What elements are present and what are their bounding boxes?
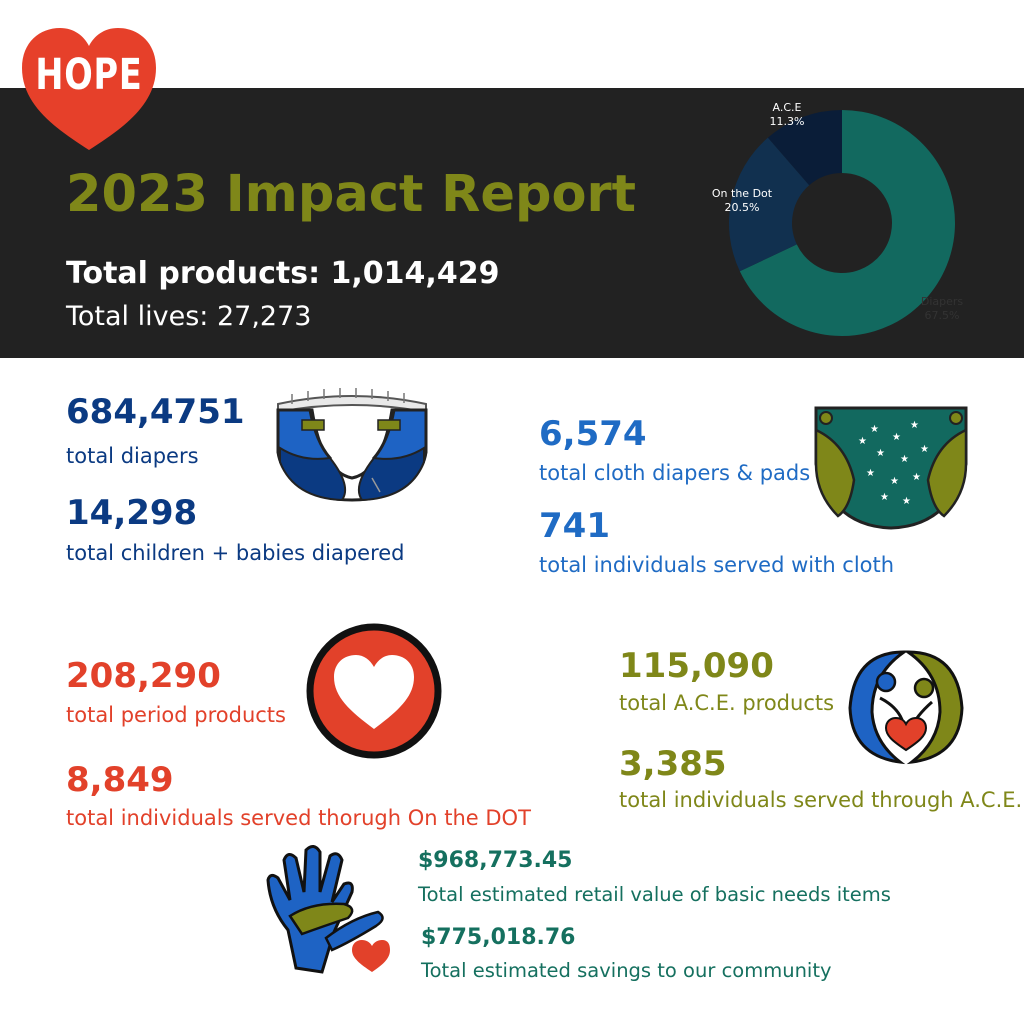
family-embrace-icon [848,650,964,765]
donut-label-value: 11.3% [770,115,805,128]
svg-text:★: ★ [902,496,911,507]
report-title: 2023 Impact Report [66,165,637,224]
svg-text:★: ★ [920,444,929,455]
period-number: 208,290 [66,656,221,696]
cloth-label: total cloth diapers & pads [539,461,811,485]
diapers-label: total diapers [66,444,199,468]
donut-slice-diapers [739,110,955,336]
ace-number: 115,090 [619,646,774,686]
svg-text:★: ★ [890,476,899,487]
total-lives: Total lives: 27,273 [66,301,312,332]
svg-text:★: ★ [866,468,875,479]
donut-slice-a-c-e [767,110,842,186]
savings-number: $775,018.76 [421,925,576,950]
logo-text: HOPE [35,50,143,100]
hope-heart-logo [22,28,156,150]
svg-text:★: ★ [880,492,889,503]
savings-label: Total estimated savings to our community [421,959,832,982]
ace-individuals-number: 3,385 [619,744,727,784]
svg-text:★: ★ [892,432,901,443]
ace-label: total A.C.E. products [619,691,835,715]
retail-value-number: $968,773.45 [418,848,573,873]
cloth-individuals-label: total individuals served with cloth [539,553,895,577]
cloth-diaper-icon: ★★★ ★★★ ★ ★★ ★★★ [814,406,968,530]
heart-circle-icon [306,623,442,759]
children-number: 14,298 [66,493,198,533]
cloth-individuals-number: 741 [539,506,610,546]
period-individuals-number: 8,849 [66,760,174,800]
total-products: Total products: 1,014,429 [66,256,500,291]
donut-label-category: On the Dot [712,187,773,200]
period-individuals-label: total individuals served thorugh On the … [66,806,531,830]
children-label: total children + babies diapered [66,541,405,565]
cloth-number: 6,574 [539,414,647,454]
diapers-number: 684,4751 [66,392,245,432]
donut-label-value: 67.5% [925,309,960,322]
donut-label-category: A.C.E [773,101,802,114]
helping-hands-icon [266,845,390,974]
period-label: total period products [66,703,286,727]
ace-individuals-label: total individuals served through A.C.E. [619,788,1023,812]
retail-value-label: Total estimated retail value of basic ne… [418,883,891,906]
donut-label-value: 20.5% [725,201,760,214]
donut-slices [729,110,955,336]
donut-label-category: Diapers [921,295,964,308]
donut-slice-on-the-dot [729,137,810,272]
diaper-icon [276,388,428,502]
svg-text:★: ★ [876,448,885,459]
svg-text:★: ★ [912,472,921,483]
svg-text:★: ★ [910,420,919,431]
svg-text:★: ★ [900,454,909,465]
svg-text:★: ★ [858,436,867,447]
svg-text:★: ★ [870,424,879,435]
